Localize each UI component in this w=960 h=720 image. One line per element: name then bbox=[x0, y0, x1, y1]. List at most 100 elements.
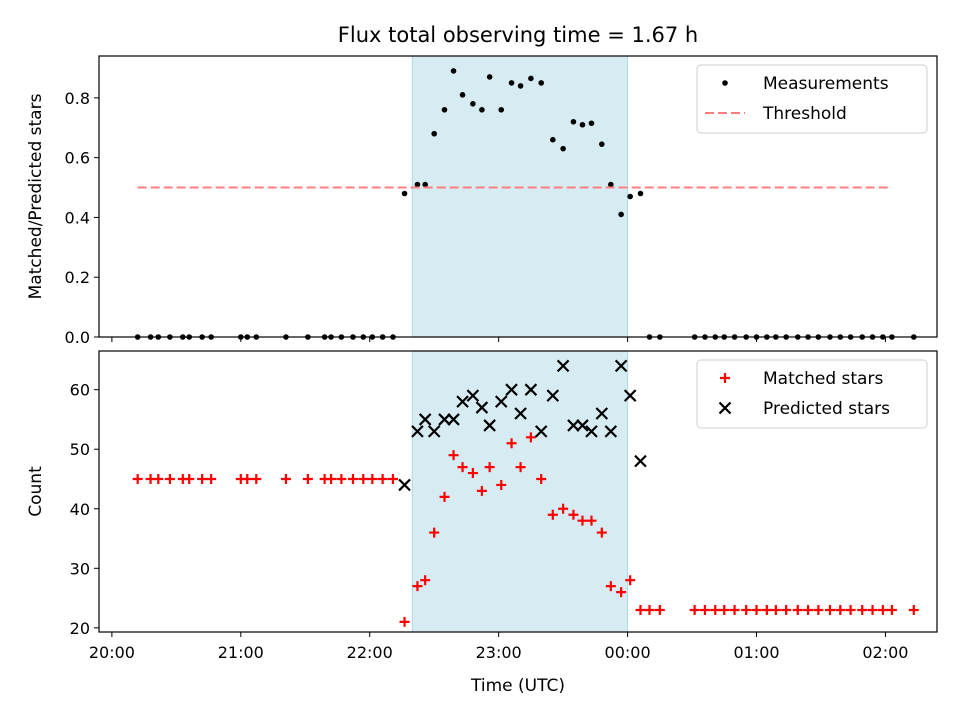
data-point bbox=[835, 604, 846, 615]
legend: Matched stars Predicted stars bbox=[696, 359, 928, 429]
data-point bbox=[439, 491, 450, 502]
axes-frame bbox=[98, 55, 938, 338]
data-point bbox=[367, 473, 378, 484]
data-point bbox=[508, 80, 515, 86]
data-point bbox=[654, 604, 665, 615]
data-point bbox=[251, 473, 262, 484]
data-point bbox=[719, 604, 730, 615]
data-point bbox=[431, 130, 438, 137]
y-tick-label: 0.2 bbox=[65, 268, 90, 287]
data-point bbox=[689, 604, 700, 615]
y-tick-label: 0.6 bbox=[65, 149, 90, 168]
data-point bbox=[570, 118, 577, 125]
data-point bbox=[514, 407, 527, 420]
data-point bbox=[751, 604, 762, 615]
data-point bbox=[644, 604, 655, 615]
data-point bbox=[608, 181, 614, 188]
data-point bbox=[422, 181, 428, 188]
data-point bbox=[761, 604, 772, 615]
data-point bbox=[699, 604, 710, 615]
highlight-span bbox=[411, 350, 629, 633]
data-point bbox=[153, 473, 164, 484]
data-point bbox=[420, 575, 431, 586]
data-point bbox=[550, 136, 556, 143]
data-point bbox=[635, 604, 646, 615]
x-axis-label: Time (UTC) bbox=[470, 676, 565, 696]
panel-1: 0.0 0.2 0.4 0.6 0.8 Matched/Predicted stars Me… bbox=[26, 55, 938, 347]
data-point bbox=[459, 92, 466, 98]
data-point bbox=[625, 575, 636, 586]
data-point bbox=[515, 462, 526, 473]
data-point bbox=[803, 604, 814, 615]
data-point bbox=[164, 473, 175, 484]
data-point bbox=[494, 395, 508, 408]
data-point bbox=[427, 425, 441, 438]
data-point bbox=[579, 121, 586, 128]
data-point bbox=[483, 419, 496, 432]
data-point bbox=[585, 425, 598, 438]
data-point bbox=[618, 211, 624, 218]
data-point bbox=[627, 193, 633, 200]
data-point bbox=[568, 509, 579, 520]
legend-label: Matched stars bbox=[763, 369, 883, 389]
x-tick-label: 22:00 bbox=[347, 643, 393, 662]
chart-title: Flux total observing time = 1.67 h bbox=[338, 23, 698, 47]
data-point bbox=[908, 604, 919, 615]
y-tick-label: 0.4 bbox=[65, 208, 90, 227]
data-point bbox=[517, 83, 524, 89]
data-point bbox=[401, 190, 408, 197]
y-axis-label: Count bbox=[26, 466, 46, 517]
legend-label: Predicted stars bbox=[763, 399, 890, 419]
data-point bbox=[637, 190, 644, 197]
data-point bbox=[586, 515, 597, 526]
data-point bbox=[505, 383, 518, 396]
data-point bbox=[558, 503, 569, 514]
data-point bbox=[206, 473, 217, 484]
data-point bbox=[528, 75, 534, 82]
data-point bbox=[524, 383, 538, 396]
data-point bbox=[411, 425, 424, 438]
y-axis-label: Matched/Predicted stars bbox=[26, 93, 46, 299]
data-point bbox=[132, 473, 143, 484]
data-point bbox=[470, 101, 476, 107]
legend-box bbox=[696, 359, 928, 429]
x-tick-label: 23:00 bbox=[476, 643, 522, 662]
data-point bbox=[358, 473, 369, 484]
data-point bbox=[547, 509, 558, 520]
data-point bbox=[466, 389, 480, 402]
series-predicted-stars bbox=[398, 359, 647, 492]
data-point bbox=[347, 473, 358, 484]
data-point bbox=[857, 604, 868, 615]
data-point bbox=[486, 74, 493, 80]
data-point bbox=[877, 604, 888, 615]
data-point bbox=[556, 359, 570, 373]
x-tick-label: 00:00 bbox=[605, 643, 651, 662]
data-point bbox=[302, 473, 313, 484]
y-tick-label: 20 bbox=[70, 619, 90, 638]
legend: Measurements Threshold bbox=[696, 64, 928, 134]
data-point bbox=[429, 527, 440, 538]
data-point bbox=[479, 107, 485, 113]
x-tick-label: 20:00 bbox=[89, 643, 135, 662]
data-point bbox=[498, 107, 505, 113]
y-tick-label: 0.0 bbox=[65, 328, 90, 347]
data-point bbox=[567, 419, 580, 432]
series-matched-stars bbox=[132, 432, 919, 627]
data-point bbox=[546, 389, 560, 402]
data-point bbox=[614, 359, 628, 373]
data-point bbox=[387, 473, 398, 484]
data-point bbox=[623, 389, 637, 402]
data-point bbox=[184, 473, 195, 484]
data-point bbox=[588, 120, 595, 127]
data-point bbox=[484, 462, 495, 473]
data-point bbox=[604, 425, 618, 438]
data-point bbox=[441, 107, 448, 113]
data-point bbox=[781, 604, 792, 615]
data-point bbox=[710, 604, 721, 615]
data-point bbox=[534, 425, 548, 438]
data-point bbox=[447, 413, 460, 426]
data-point bbox=[525, 432, 536, 443]
data-point bbox=[399, 616, 410, 627]
data-point bbox=[577, 515, 588, 526]
y-tick-label: 0.8 bbox=[65, 89, 90, 108]
